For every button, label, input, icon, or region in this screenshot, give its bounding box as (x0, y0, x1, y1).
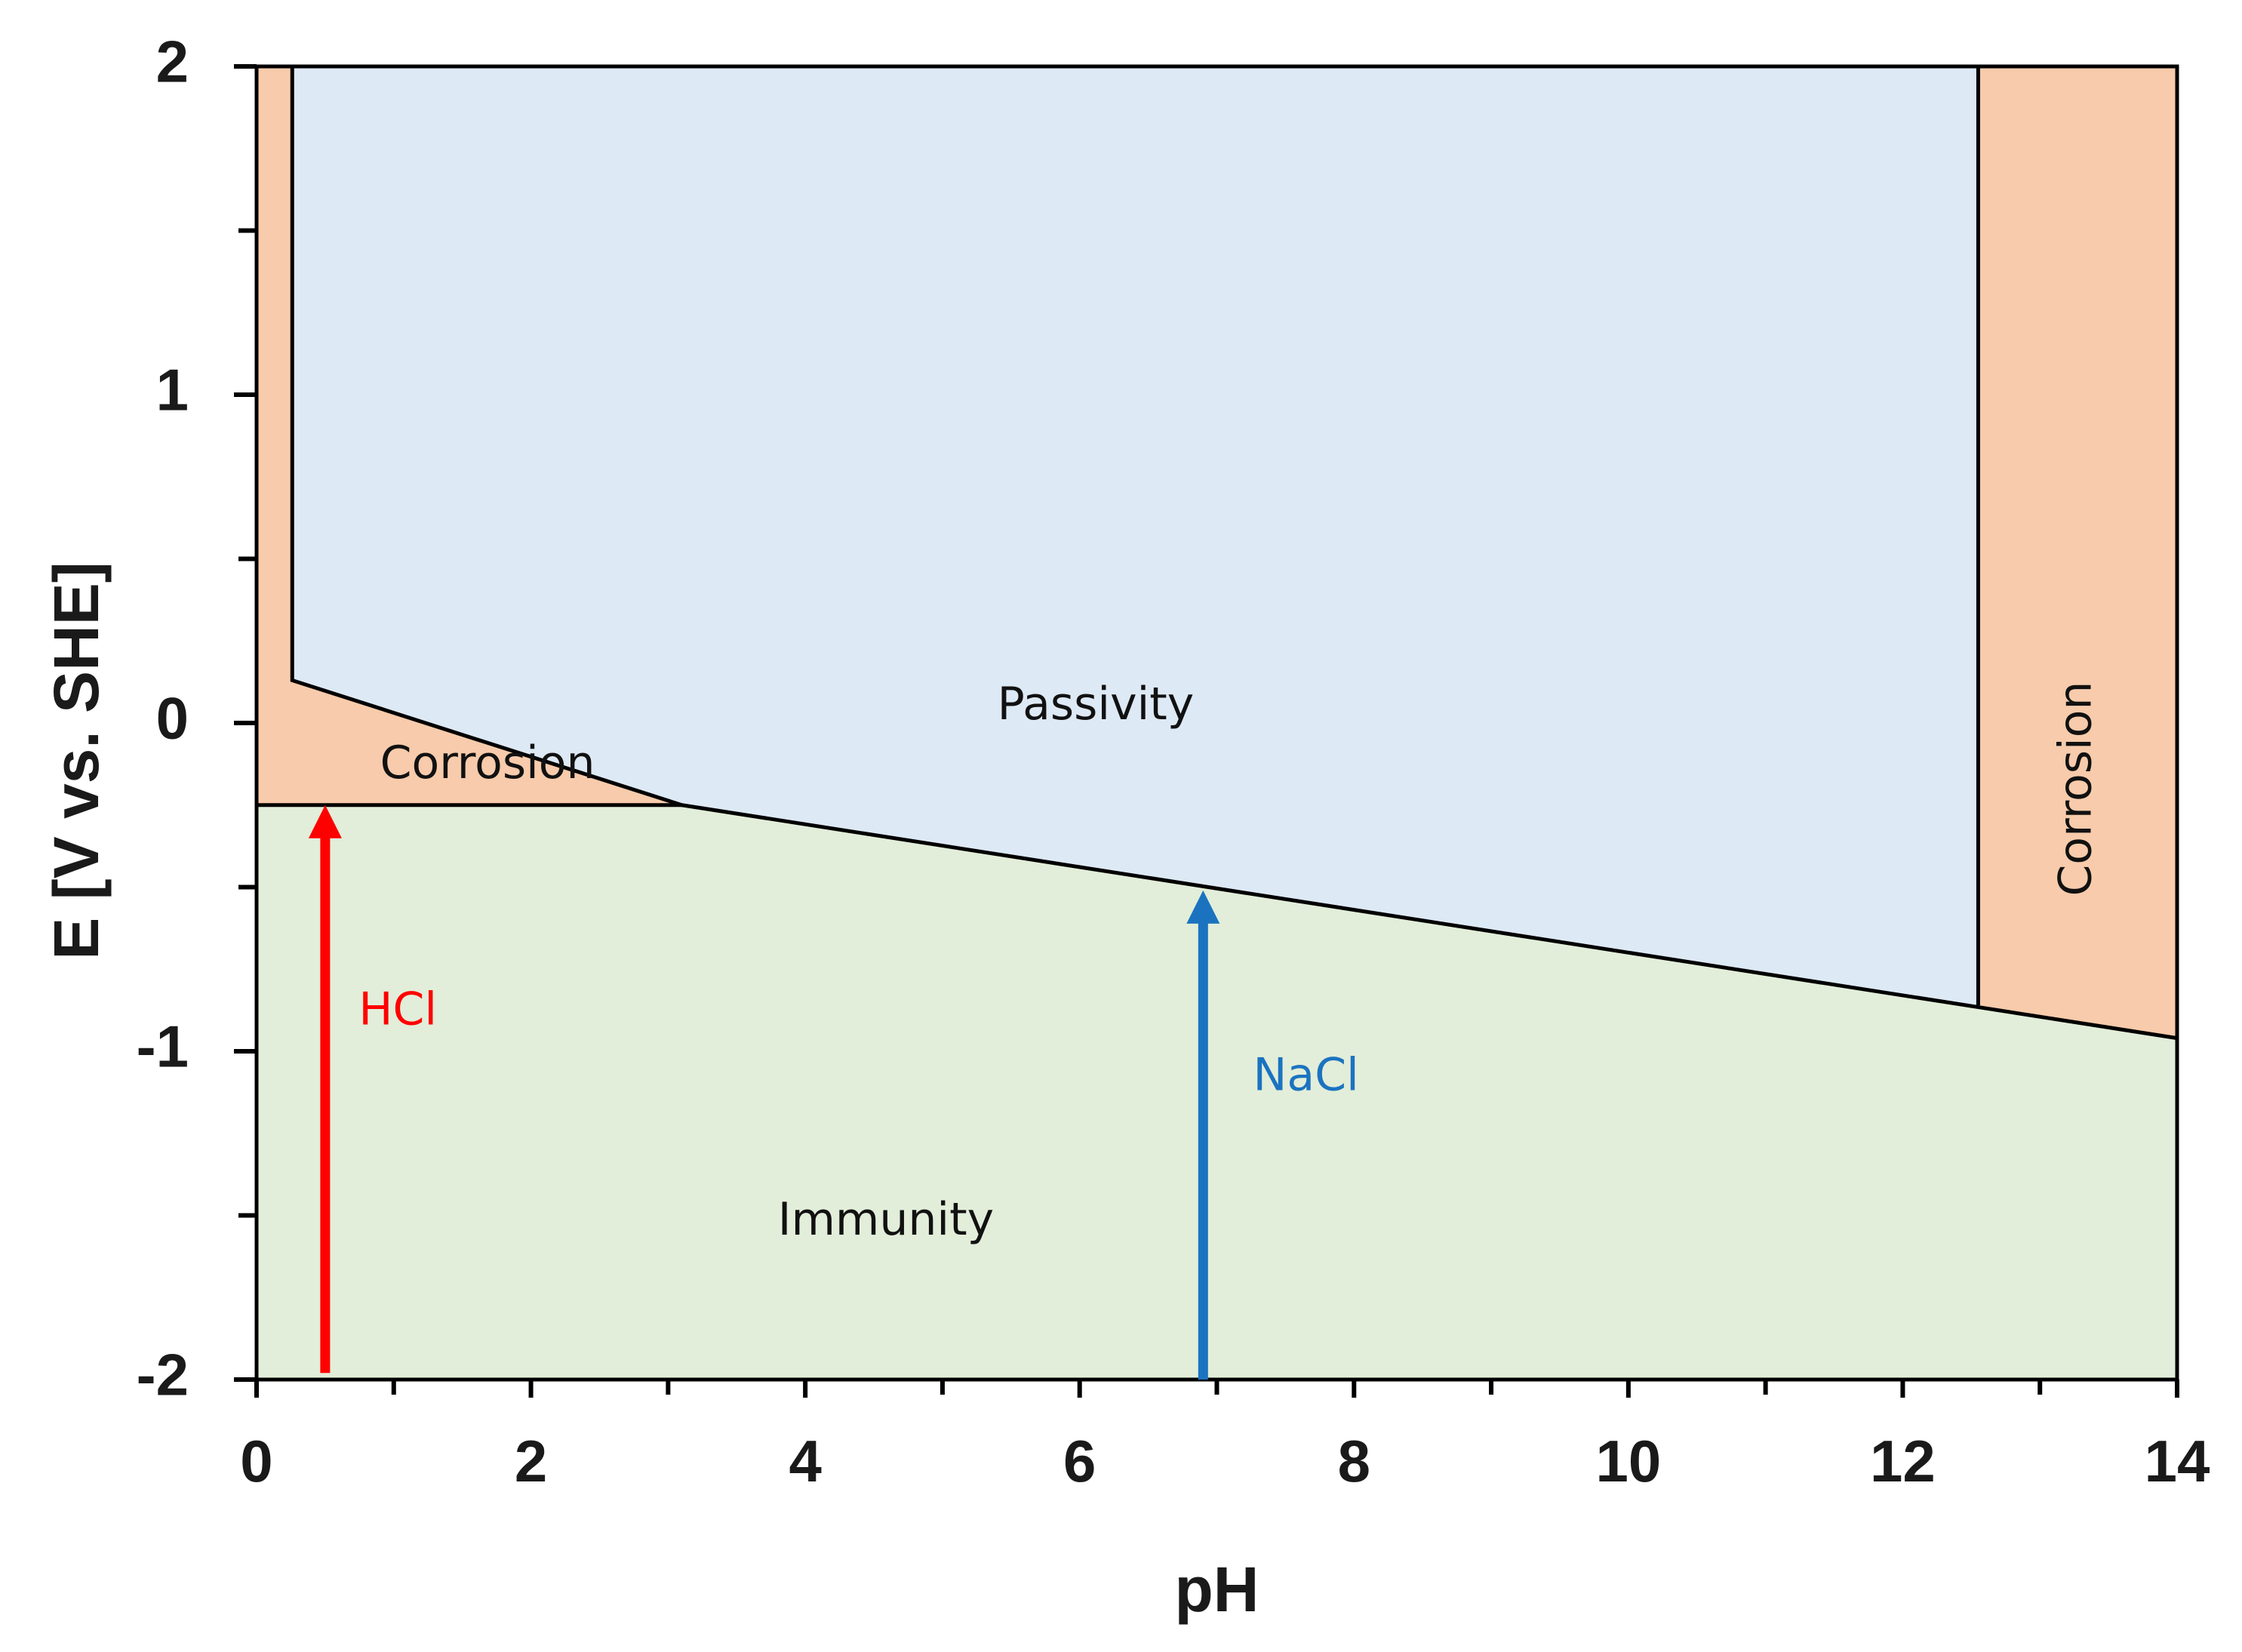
y-tick-label: 1 (156, 357, 189, 423)
hcl-arrow-label: HCl (358, 983, 437, 1035)
x-tick-label: 8 (1338, 1428, 1370, 1494)
nacl-arrow-label: NaCl (1253, 1048, 1359, 1101)
hcl-arrow-head (308, 804, 342, 838)
region-immunity (257, 804, 2177, 1380)
region-label-corrosion-alkaline: Corrosion (2050, 681, 2102, 897)
region-corrosion-acid (257, 66, 682, 805)
region-corrosion-alkaline (1978, 66, 2177, 1038)
x-tick-label: 4 (789, 1428, 821, 1494)
region-label-corrosion-acid: Corrosion (380, 737, 595, 789)
boundaries-layer (257, 66, 2178, 1041)
regions-layer (257, 66, 2177, 1380)
x-tick-label: 0 (240, 1428, 272, 1494)
x-tick-label: 12 (1870, 1428, 1936, 1494)
y-tick-label: 2 (156, 29, 189, 95)
y-axis-title: E [V vs. SHE] (41, 561, 112, 960)
x-axis-title: pH (1175, 1554, 1259, 1625)
arrows-layer (308, 804, 1220, 1380)
region-passivity (292, 66, 1979, 1006)
labels-layer: Corrosion Passivity Corrosion Immunity HCl Na… (358, 678, 2102, 1246)
x-tick-label: 14 (2145, 1428, 2210, 1494)
x-tick-label: 10 (1595, 1428, 1661, 1494)
nacl-arrow-head (1186, 890, 1220, 924)
x-tick-label: 6 (1063, 1428, 1096, 1494)
x-tick-label: 2 (515, 1428, 547, 1494)
y-tick-label: -1 (137, 1014, 189, 1080)
y-tick-label: 0 (156, 685, 189, 752)
boundary-line-0 (290, 66, 2178, 1041)
region-label-passivity: Passivity (998, 678, 1195, 731)
region-label-immunity: Immunity (778, 1193, 994, 1246)
y-tick-label: -2 (137, 1342, 189, 1408)
